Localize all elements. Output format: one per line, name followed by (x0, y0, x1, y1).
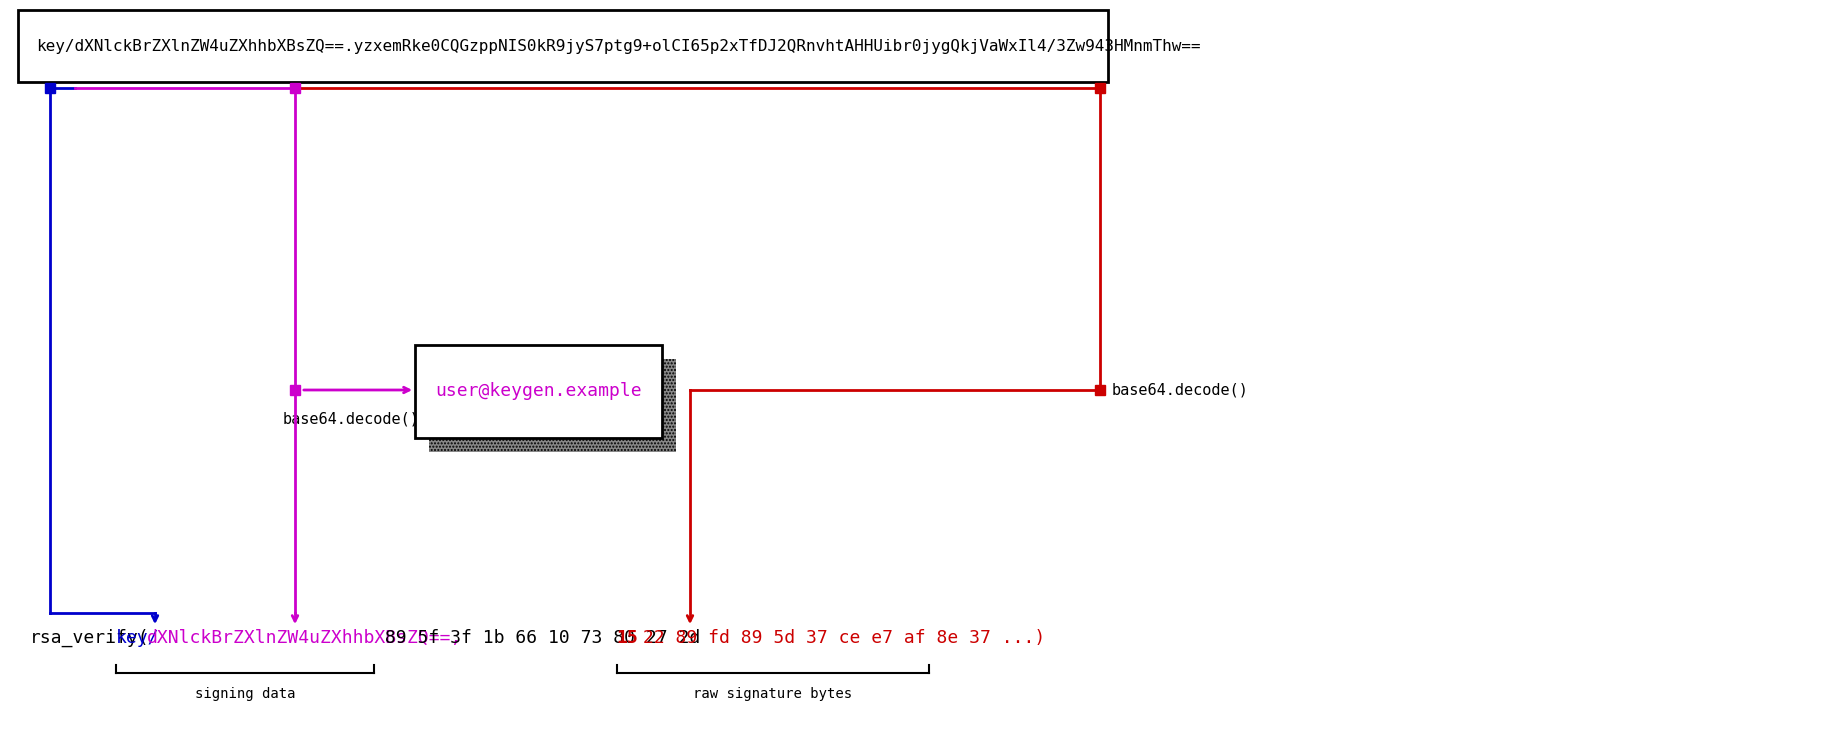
Bar (290, 83, 301, 93)
Bar (428, 359, 676, 452)
Text: 15: 15 (616, 629, 638, 647)
Bar (1095, 83, 1104, 93)
Text: base64.decode(): base64.decode() (282, 412, 419, 427)
Text: 89 5f 3f 1b 66 10 73 80 27 2d: 89 5f 3f 1b 66 10 73 80 27 2d (374, 629, 711, 647)
Text: signing data: signing data (195, 687, 295, 701)
Bar (415, 345, 661, 438)
Bar (18, 10, 1108, 82)
Text: dXNlckBrZXlnZW4uZXhhbXBsZQ==,: dXNlckBrZXlnZW4uZXhhbXBsZQ==, (148, 629, 463, 647)
Bar (290, 385, 301, 395)
Text: 22 89 fd 89 5d 37 ce e7 af 8e 37 ...): 22 89 fd 89 5d 37 ce e7 af 8e 37 ...) (632, 629, 1046, 647)
Bar (46, 83, 55, 93)
Text: base64.decode(): base64.decode() (1111, 383, 1248, 398)
Text: user@keygen.example: user@keygen.example (435, 383, 641, 401)
Bar (1095, 385, 1104, 395)
Text: raw signature bytes: raw signature bytes (694, 687, 853, 701)
Text: key/: key/ (117, 629, 160, 647)
Text: rsa_verify(: rsa_verify( (29, 629, 149, 647)
Text: key/dXNlckBrZXlnZW4uZXhhbXBsZQ==.yzxemRke0CQGzppNIS0kR9jyS7ptg9+olCI65p2xTfDJ2QR: key/dXNlckBrZXlnZW4uZXhhbXBsZQ==.yzxemRk… (36, 39, 1201, 53)
